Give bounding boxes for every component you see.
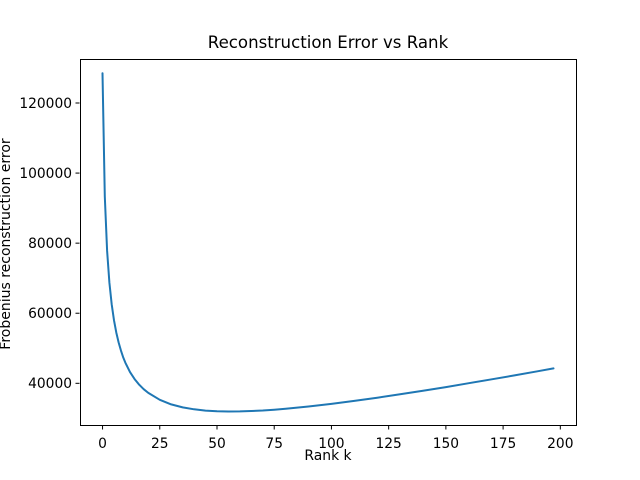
y-tick-label: 120000 (19, 96, 72, 112)
x-tick-label: 150 (433, 436, 459, 452)
x-tick-label: 75 (265, 436, 283, 452)
x-tick-label: 0 (98, 436, 107, 452)
chart-title: Reconstruction Error vs Rank (207, 33, 449, 52)
error-curve-line (101, 72, 555, 413)
x-tick-label: 100 (318, 436, 344, 452)
y-tick-label: 80000 (28, 236, 72, 252)
x-tick-label: 25 (151, 436, 169, 452)
x-tick-label: 50 (208, 436, 226, 452)
y-tick-label: 100000 (19, 166, 72, 182)
x-tick-label: 175 (490, 436, 516, 452)
x-axis-label: Rank k (304, 448, 352, 464)
y-tick-label: 40000 (28, 376, 72, 392)
y-tick-label: 60000 (28, 306, 72, 322)
plot-border (80, 59, 577, 426)
x-tick-label: 200 (547, 436, 573, 452)
x-tick-label: 125 (375, 436, 401, 452)
